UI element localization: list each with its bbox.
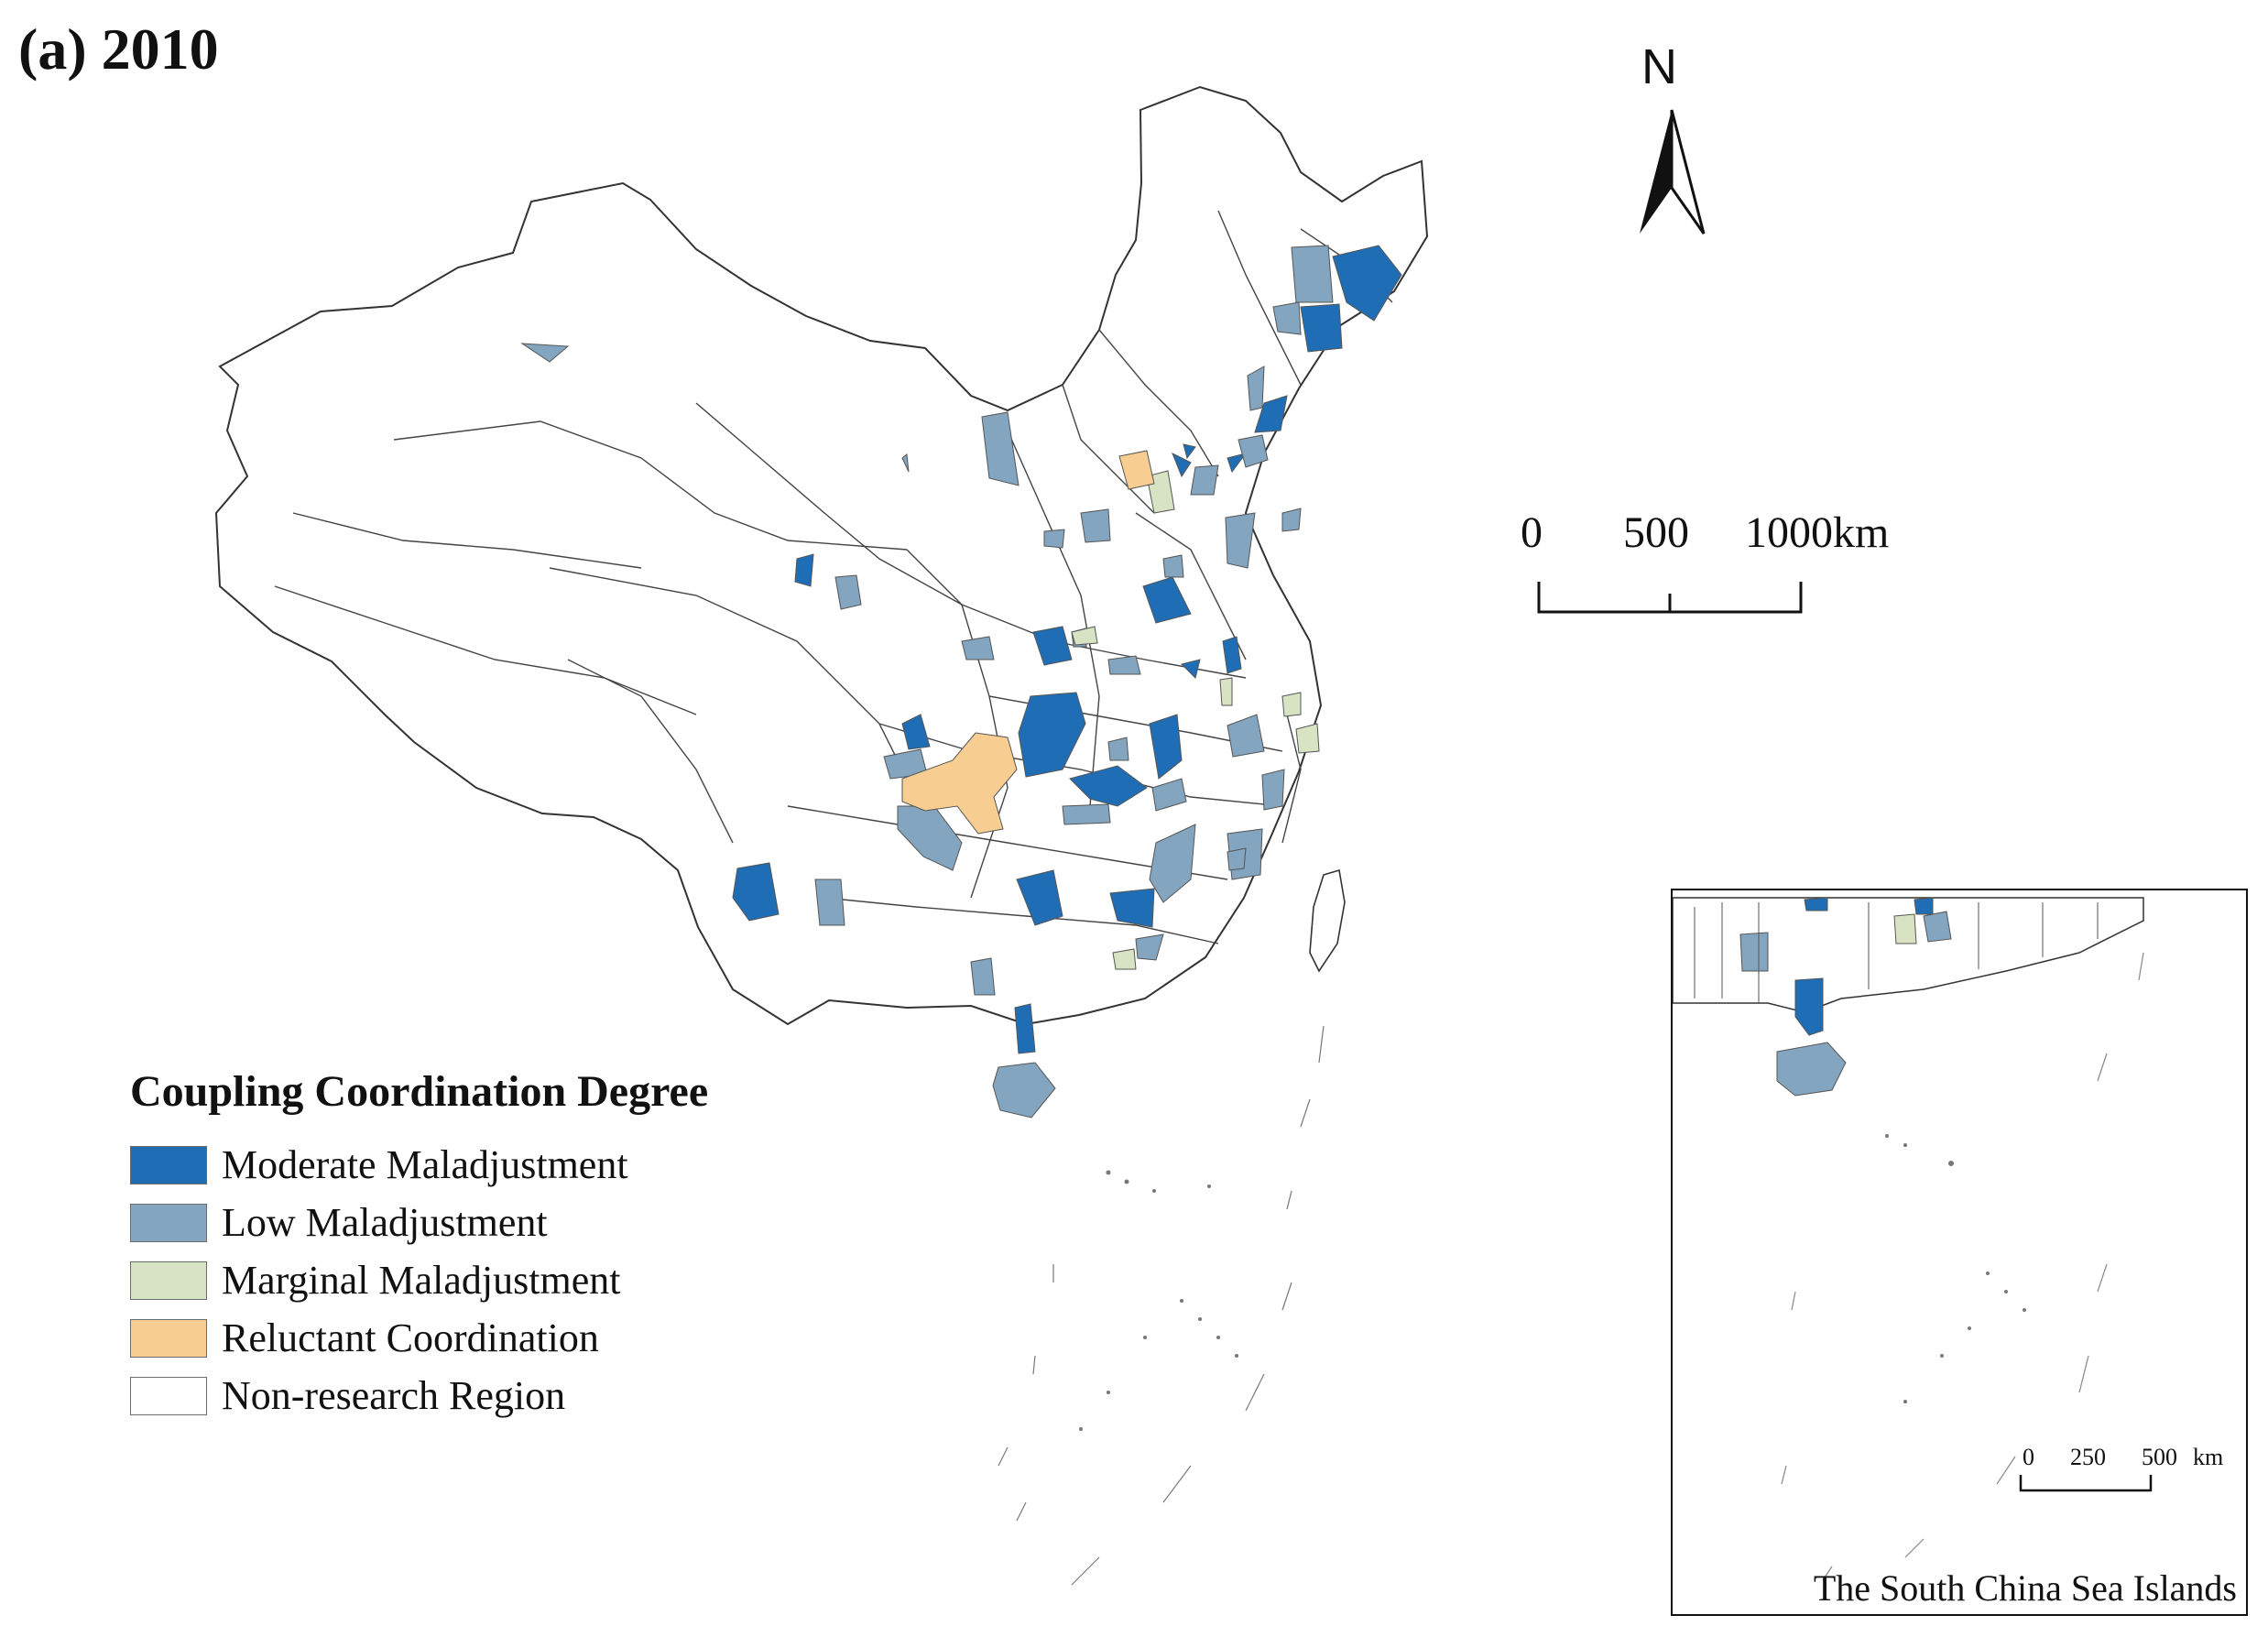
boundary-dashes [998,1025,1325,1586]
moderate-regions [732,245,1402,1054]
legend-item: Non-research Region [130,1367,826,1424]
legend-item: Moderate Maladjustment [130,1136,826,1194]
legend-swatch [130,1318,207,1358]
scale-label-500: 500 [1623,508,1689,557]
legend-swatch [130,1145,207,1184]
legend-swatch [130,1376,207,1415]
legend-item: Marginal Maladjustment [130,1251,826,1309]
inset-scale-label-0: 0 [2023,1444,2034,1470]
legend-label: Reluctant Coordination [222,1315,599,1360]
legend-title: Coupling Coordination Degree [130,1067,709,1116]
legend-item: Low Maladjustment [130,1194,826,1251]
taiwan-outline [1309,868,1346,973]
legend-label: Low Maladjustment [222,1199,548,1245]
legend-item: Reluctant Coordination [130,1309,826,1367]
inset-map [1672,897,2153,1581]
legend-swatch [130,1261,207,1300]
inset-scale-bar [2019,1475,2153,1492]
legend-label: Non-research Region [222,1372,566,1418]
scale-label-0: 0 [1521,508,1543,557]
legend-swatch [130,1203,207,1242]
map-title: (a) 2010 [18,16,219,82]
scale-bar [1537,582,1803,614]
inset-caption: The South China Sea Islands [1813,1567,2237,1609]
inset-scale-label-km: km [2193,1444,2224,1470]
low-regions [520,245,1334,1119]
legend-label: Marginal Maladjustment [222,1257,621,1303]
scale-label-1000km: 1000km [1745,508,1890,557]
legend: Coupling Coordination Degree Moderate Ma… [130,1070,826,1424]
inset-scale-label-500: 500 [2142,1444,2177,1470]
north-arrow-icon [1640,109,1706,235]
legend-label: Moderate Maladjustment [222,1141,628,1187]
south-china-sea-inset: 0 250 500 km The South China Sea Islands [1671,889,2248,1616]
north-label: N [1641,39,1677,94]
inset-scale-label-250: 250 [2070,1444,2106,1470]
reluctant-regions [901,450,1155,835]
island-dots [1079,1170,1238,1431]
